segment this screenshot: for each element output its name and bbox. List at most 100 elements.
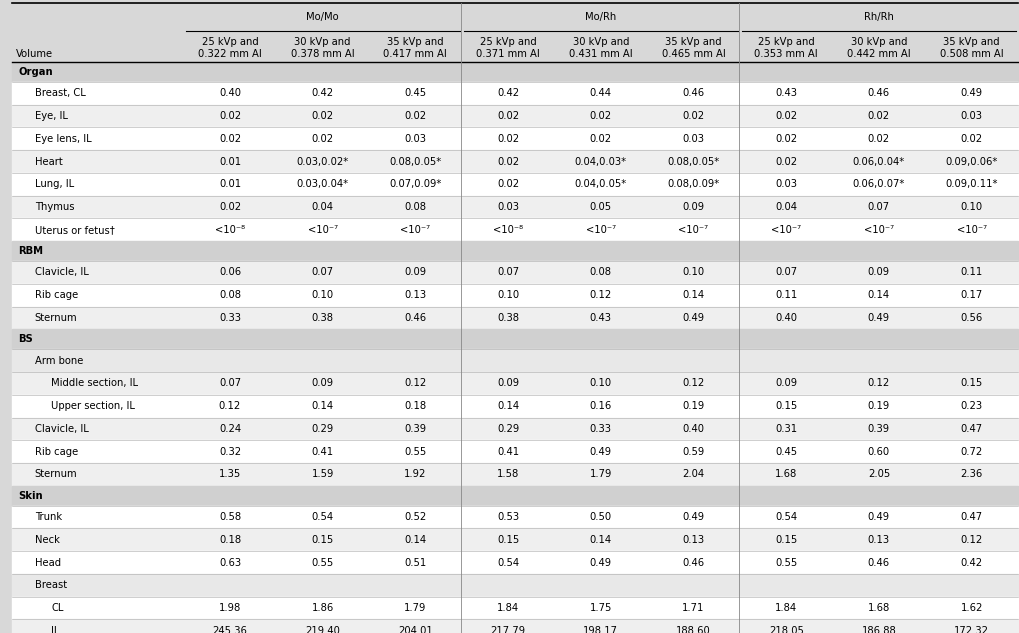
Text: 0.06: 0.06 (219, 268, 240, 277)
Bar (12, 486, 1017, 506)
Bar (12, 418, 1017, 440)
Text: 0.02: 0.02 (219, 202, 240, 212)
Text: 1.35: 1.35 (219, 469, 240, 479)
Text: 0.47: 0.47 (960, 512, 981, 522)
Text: 0.18: 0.18 (219, 535, 240, 545)
Text: 0.02: 0.02 (311, 134, 333, 144)
Text: 0.02: 0.02 (774, 134, 797, 144)
Text: <10⁻⁸: <10⁻⁸ (492, 225, 523, 235)
Bar (12, 82, 1017, 104)
Text: 0.02: 0.02 (867, 111, 890, 121)
Text: 0.33: 0.33 (219, 313, 240, 323)
Text: 0.10: 0.10 (589, 379, 611, 389)
Text: Clavicle, IL: Clavicle, IL (35, 424, 89, 434)
Text: 1.84: 1.84 (774, 603, 797, 613)
Text: 0.09,0.11*: 0.09,0.11* (945, 179, 997, 189)
Text: 0.01: 0.01 (219, 179, 240, 189)
Text: 219.40: 219.40 (305, 625, 339, 633)
Text: 0.08,0.05*: 0.08,0.05* (666, 156, 719, 166)
Text: 35 kVp and: 35 kVp and (664, 37, 721, 47)
Text: 2.05: 2.05 (867, 469, 890, 479)
Text: 1.79: 1.79 (589, 469, 611, 479)
Text: 0.63: 0.63 (219, 558, 240, 568)
Text: 0.40: 0.40 (682, 424, 704, 434)
Text: 0.14: 0.14 (311, 401, 333, 411)
Text: RBM: RBM (18, 246, 44, 256)
Bar (12, 196, 1017, 218)
Text: 218.05: 218.05 (768, 625, 803, 633)
Text: Clavicle, IL: Clavicle, IL (35, 268, 89, 277)
Text: 0.43: 0.43 (589, 313, 611, 323)
Text: 0.12: 0.12 (589, 290, 611, 300)
Bar (12, 440, 1017, 463)
Text: 0.508 mm Al: 0.508 mm Al (938, 49, 1003, 59)
Text: 0.02: 0.02 (496, 179, 519, 189)
Text: 1.68: 1.68 (774, 469, 797, 479)
Text: 0.12: 0.12 (960, 535, 981, 545)
Text: 0.42: 0.42 (496, 89, 519, 98)
Bar (12, 506, 1017, 529)
Text: 0.09: 0.09 (311, 379, 333, 389)
Text: 0.12: 0.12 (219, 401, 240, 411)
Text: Arm bone: Arm bone (35, 356, 83, 366)
Text: 0.14: 0.14 (589, 535, 611, 545)
Text: 0.04,0.03*: 0.04,0.03* (574, 156, 627, 166)
Text: 2.36: 2.36 (960, 469, 981, 479)
Text: 0.08,0.09*: 0.08,0.09* (666, 179, 719, 189)
Text: 0.02: 0.02 (774, 111, 797, 121)
Text: 0.15: 0.15 (496, 535, 519, 545)
Text: IL: IL (51, 625, 59, 633)
Text: Neck: Neck (35, 535, 59, 545)
Text: 0.56: 0.56 (960, 313, 981, 323)
Text: 0.29: 0.29 (496, 424, 519, 434)
Bar (12, 551, 1017, 574)
Text: 0.58: 0.58 (219, 512, 240, 522)
Text: 0.02: 0.02 (496, 134, 519, 144)
Text: 0.03: 0.03 (496, 202, 519, 212)
Text: 0.42: 0.42 (311, 89, 333, 98)
Text: 1.79: 1.79 (404, 603, 426, 613)
Text: 0.02: 0.02 (682, 111, 704, 121)
Text: 0.03,0.04*: 0.03,0.04* (297, 179, 348, 189)
Text: 1.59: 1.59 (311, 469, 333, 479)
Text: 0.24: 0.24 (219, 424, 240, 434)
Text: Eye lens, IL: Eye lens, IL (35, 134, 92, 144)
Text: 0.55: 0.55 (311, 558, 333, 568)
Text: 0.04,0.05*: 0.04,0.05* (574, 179, 627, 189)
Text: Trunk: Trunk (35, 512, 62, 522)
Text: 0.12: 0.12 (867, 379, 890, 389)
Text: 0.15: 0.15 (774, 401, 797, 411)
Text: 245.36: 245.36 (212, 625, 248, 633)
Text: 0.29: 0.29 (311, 424, 333, 434)
Text: 0.06,0.07*: 0.06,0.07* (852, 179, 904, 189)
Text: 172.32: 172.32 (953, 625, 988, 633)
Text: Lung, IL: Lung, IL (35, 179, 73, 189)
Bar (12, 127, 1017, 150)
Text: 0.02: 0.02 (404, 111, 426, 121)
Text: 0.12: 0.12 (404, 379, 426, 389)
Text: 188.60: 188.60 (676, 625, 710, 633)
Text: 1.98: 1.98 (219, 603, 240, 613)
Text: 0.40: 0.40 (774, 313, 797, 323)
Text: Rib cage: Rib cage (35, 290, 77, 300)
Text: Skin: Skin (18, 491, 43, 501)
Text: 0.02: 0.02 (774, 156, 797, 166)
Text: 0.02: 0.02 (219, 111, 240, 121)
Text: 0.02: 0.02 (496, 111, 519, 121)
Text: Mo/Mo: Mo/Mo (306, 12, 338, 22)
Text: 0.09,0.06*: 0.09,0.06* (945, 156, 997, 166)
Text: 0.378 mm Al: 0.378 mm Al (290, 49, 355, 59)
Text: 0.44: 0.44 (589, 89, 611, 98)
Text: 0.14: 0.14 (496, 401, 519, 411)
Bar (12, 395, 1017, 418)
Text: 0.72: 0.72 (960, 446, 981, 456)
Text: 0.49: 0.49 (867, 313, 890, 323)
Text: 0.353 mm Al: 0.353 mm Al (754, 49, 817, 59)
Bar (12, 173, 1017, 196)
Text: 0.53: 0.53 (496, 512, 519, 522)
Bar (12, 529, 1017, 551)
Text: 1.71: 1.71 (682, 603, 704, 613)
Text: 0.46: 0.46 (404, 313, 426, 323)
Text: BS: BS (18, 334, 33, 344)
Text: 0.431 mm Al: 0.431 mm Al (569, 49, 632, 59)
